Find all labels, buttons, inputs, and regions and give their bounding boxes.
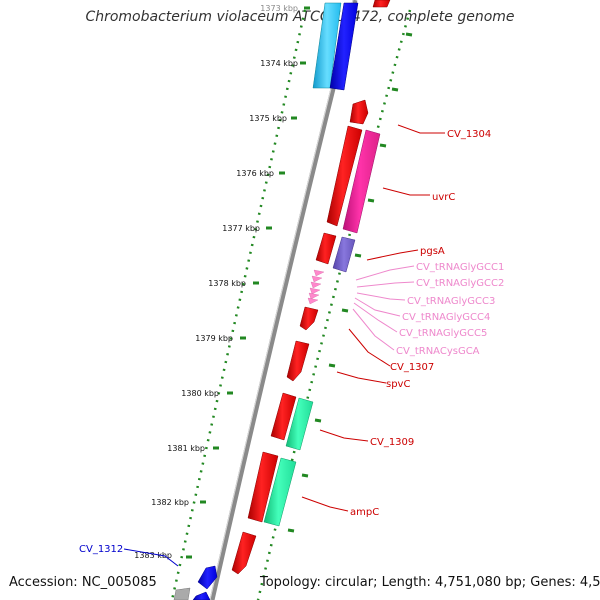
outer-tick: [301, 473, 309, 478]
feature-uvrc-bar-red[interactable]: [326, 125, 363, 227]
ruler-label: 1377 kbp: [222, 224, 260, 233]
feature-bottom-blue[interactable]: [192, 591, 211, 600]
feature-cv1309-green[interactable]: [285, 397, 314, 451]
feature-ampc-red[interactable]: [247, 451, 279, 523]
topology-text: Topology: circular; Length: 4,751,080 bp…: [260, 575, 600, 590]
feature-pgsa-red[interactable]: [315, 232, 337, 265]
feature-labels: CV_1304 uvrC pgsA CV_tRNAGlyGCC1 CV_tRNA…: [79, 129, 504, 555]
trna-mark: [307, 297, 319, 305]
trna-mark: [310, 281, 322, 289]
leader-uvrc: [382, 187, 430, 196]
feature-spvc-red[interactable]: [286, 340, 310, 382]
feature-blue-block[interactable]: [329, 2, 359, 91]
outer-tick: [391, 87, 399, 92]
leader-cv1307: [348, 328, 391, 367]
ruler-labels: 1373 kbp 1374 kbp 1375 kbp 1376 kbp 1377…: [134, 4, 298, 560]
leader-trnacys: [352, 308, 395, 351]
feature-label: ampC: [350, 507, 379, 518]
ruler-label: 1374 kbp: [260, 59, 298, 68]
feature-label: CV_1307: [390, 362, 434, 373]
feature-cv1307-red[interactable]: [299, 306, 319, 331]
feature-label: CV_tRNAGlyGCC5: [399, 328, 487, 339]
leader-trna2: [356, 281, 415, 288]
leader-cv1309: [319, 429, 369, 442]
feature-label: uvrC: [432, 192, 455, 203]
outer-tick: [379, 143, 387, 148]
feature-label: CV_tRNAGlyGCC3: [407, 296, 495, 307]
ruler-ticks: [186, 6, 310, 559]
leader-pgsa: [366, 249, 419, 261]
outer-tick: [287, 528, 295, 533]
ruler-label: 1382 kbp: [151, 498, 189, 507]
feature-cv1312-blue[interactable]: [197, 565, 218, 590]
feature-ampc-green[interactable]: [263, 457, 297, 527]
feature-label: CV_tRNAGlyGCC2: [416, 278, 504, 289]
feature-label: spvC: [386, 379, 410, 390]
ruler-label: 1383 kbp: [134, 551, 172, 560]
outer-tick: [314, 418, 322, 423]
ruler-label: 1373 kbp: [260, 4, 298, 13]
ruler-label: 1375 kbp: [249, 114, 287, 123]
outer-tick: [328, 363, 336, 368]
leader-lines: [123, 124, 445, 567]
inner-track-guide: [170, 9, 307, 600]
feature-cv1304-arrow[interactable]: [349, 99, 369, 125]
outer-guide-ticks: [287, 32, 413, 533]
feature-bottom-red[interactable]: [231, 531, 257, 575]
ruler-label: 1379 kbp: [195, 334, 233, 343]
feature-label: CV_1304: [447, 129, 491, 140]
trna-mark: [308, 292, 320, 300]
trna-mark: [309, 287, 321, 295]
leader-trna3: [356, 292, 406, 301]
feature-pgsa-slate[interactable]: [332, 236, 356, 273]
trna-mark: [313, 269, 325, 277]
feature-bottom-gray[interactable]: [173, 587, 191, 600]
outer-tick: [354, 253, 362, 258]
feature-label: pgsA: [420, 246, 445, 257]
ruler-label: 1378 kbp: [208, 279, 246, 288]
leader-cv1304: [397, 124, 445, 134]
feature-label: CV_tRNACysGCA: [396, 346, 480, 357]
ruler-label: 1376 kbp: [236, 169, 274, 178]
trna-mark: [311, 275, 323, 283]
feature-label: CV_1312: [79, 544, 123, 555]
trna-cluster: [307, 269, 325, 305]
leader-trna5: [353, 302, 398, 333]
feature-label: CV_tRNAGlyGCC1: [416, 262, 504, 273]
leader-cv1312: [123, 548, 179, 567]
leader-ampc: [301, 496, 349, 512]
outer-tick: [341, 308, 349, 313]
ruler-label: 1380 kbp: [181, 389, 219, 398]
leader-spvc: [336, 371, 387, 384]
outer-tick: [367, 198, 375, 203]
feature-cv1309-red[interactable]: [270, 392, 297, 441]
feature-top-red[interactable]: [372, 0, 391, 8]
leader-trna1: [355, 265, 415, 281]
accession-text: Accession: NC_005085: [9, 575, 157, 590]
ruler-label: 1381 kbp: [167, 444, 205, 453]
feature-label: CV_1309: [370, 437, 414, 448]
feature-label: CV_tRNAGlyGCC4: [402, 312, 490, 323]
feature-uvrc-bar-magenta[interactable]: [342, 129, 381, 234]
map-title: Chromobacterium violaceum ATCC 12472, co…: [85, 9, 515, 25]
outer-tick: [405, 32, 413, 37]
leader-trna4: [354, 297, 401, 317]
